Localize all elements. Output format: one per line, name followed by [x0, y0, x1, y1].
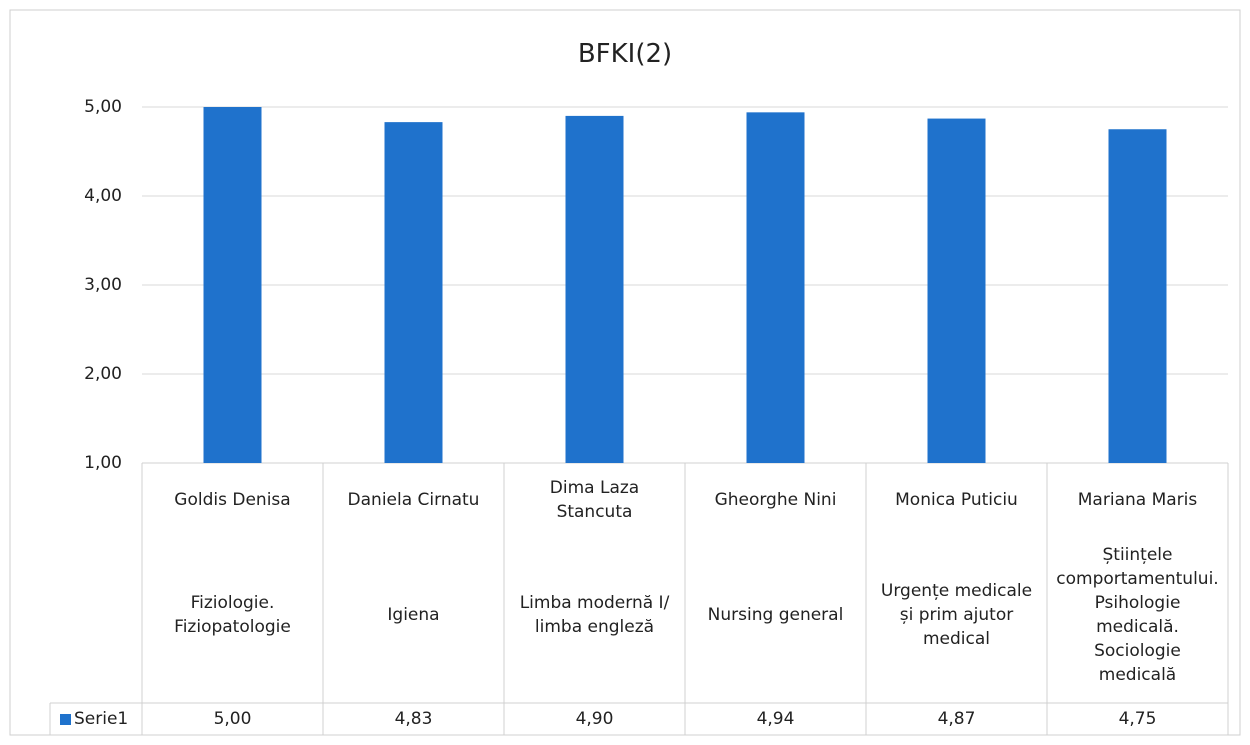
- y-tick-label: 2,00: [84, 364, 122, 384]
- data-table-value: 4,75: [1118, 709, 1157, 729]
- category-label: Mariana Maris: [1077, 490, 1198, 510]
- legend-swatch: [60, 714, 71, 725]
- y-tick-label: 3,00: [84, 275, 122, 295]
- data-table-value: 4,83: [394, 709, 433, 729]
- bar: [384, 122, 443, 463]
- bar: [1108, 129, 1167, 463]
- subcategory-label: Fiziologie. Fiziopatologie: [174, 593, 291, 637]
- bar: [746, 112, 805, 463]
- legend-label: Serie1: [74, 709, 129, 729]
- bar: [927, 118, 986, 463]
- y-tick-label: 4,00: [84, 186, 122, 206]
- bar: [565, 115, 624, 464]
- category-label: Monica Puticiu: [895, 490, 1018, 510]
- data-table-value: 4,87: [937, 709, 976, 729]
- data-table-value: 5,00: [213, 709, 252, 729]
- subcategory-label: Igiena: [387, 605, 440, 625]
- chart-title: BFKI(2): [577, 39, 673, 69]
- subcategory-label: Limba modernă I/ limba engleză: [519, 593, 670, 637]
- subcategory-label: Științele comportamentului. Psihologie m…: [1056, 545, 1219, 685]
- category-label: Goldis Denisa: [174, 490, 291, 510]
- category-label: Daniela Cirnatu: [347, 490, 480, 510]
- y-tick-label: 5,00: [84, 97, 122, 117]
- category-label: Dima Laza Stancuta: [549, 478, 640, 522]
- data-table-value: 4,94: [756, 709, 795, 729]
- subcategory-label: Urgențe medicale și prim ajutor medical: [880, 581, 1033, 649]
- category-label: Gheorghe Nini: [714, 490, 837, 510]
- bar: [203, 107, 262, 463]
- y-tick-label: 1,00: [84, 453, 122, 473]
- subcategory-label: Nursing general: [707, 605, 844, 625]
- data-table-value: 4,90: [575, 709, 614, 729]
